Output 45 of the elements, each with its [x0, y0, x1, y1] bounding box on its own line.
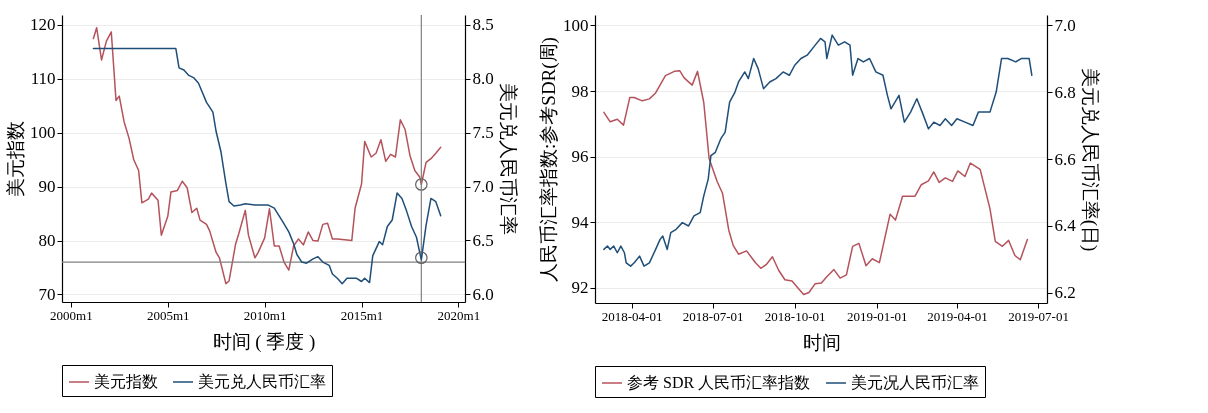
x-tick-label: 2019-04-01	[927, 308, 988, 324]
x-tick-label: 2000m1	[50, 307, 93, 323]
y2-tick-label: 7.5	[472, 123, 494, 143]
y-axis-title: 美元指数	[5, 121, 26, 197]
x-axis-title: 时间	[802, 331, 841, 353]
x-tick-label: 2020m1	[437, 307, 481, 323]
legend-label: 参考 SDR 人民币汇率指数	[627, 374, 811, 391]
legend-label: 美元况人民币汇率	[851, 374, 979, 391]
y-tick-label: 96	[571, 147, 589, 167]
y2-tick-label: 7.0	[472, 177, 494, 197]
x-tick-label: 2018-07-01	[682, 308, 744, 324]
x-axis-title: 时间 ( 季度 )	[212, 330, 316, 353]
y2-tick-label: 6.0	[472, 284, 494, 304]
y2-axis-title: 美元兑人民币汇率	[497, 83, 519, 235]
y2-tick-label: 6.6	[1054, 149, 1076, 169]
y-axis-title: 人民币汇率指数:参考SDR(周)	[538, 37, 560, 282]
x-tick-label: 2019-07-01	[1008, 308, 1069, 324]
y-tick-label: 100	[30, 123, 56, 143]
line-series	[603, 69, 1029, 296]
x-tick-label: 2015m1	[340, 307, 384, 323]
y-tick-label: 100	[563, 15, 589, 35]
x-tick-label: 2018-10-01	[764, 308, 826, 324]
y2-axis-title: 美元兑人民币汇率(日)	[1078, 67, 1101, 252]
y2-tick-label: 7.0	[1054, 15, 1076, 35]
y-tick-label: 80	[38, 231, 56, 251]
y-tick-label: 110	[30, 69, 56, 89]
x-tick-label: 2010m1	[243, 307, 287, 323]
y2-tick-label: 6.5	[472, 231, 494, 250]
x-tick-label: 2019-01-01	[846, 308, 908, 324]
legend-label: 美元指数	[94, 373, 158, 390]
y2-tick-label: 6.2	[1054, 283, 1076, 303]
y2-tick-label: 6.4	[1054, 216, 1077, 236]
x-tick-label: 2018-04-01	[601, 308, 663, 324]
y-tick-label: 120	[30, 15, 56, 35]
y-tick-label: 70	[38, 284, 56, 304]
line-series	[603, 34, 1033, 267]
legend-label: 美元兑人民币汇率	[198, 373, 326, 390]
y-tick-label: 92	[571, 278, 589, 298]
y-tick-label: 98	[571, 81, 589, 101]
y-tick-label: 90	[38, 177, 56, 197]
y-tick-label: 94	[571, 212, 589, 232]
y2-tick-label: 6.8	[1054, 82, 1076, 102]
x-tick-label: 2005m1	[146, 307, 190, 323]
y2-tick-label: 8.0	[472, 69, 494, 89]
y2-tick-label: 8.5	[472, 15, 494, 35]
